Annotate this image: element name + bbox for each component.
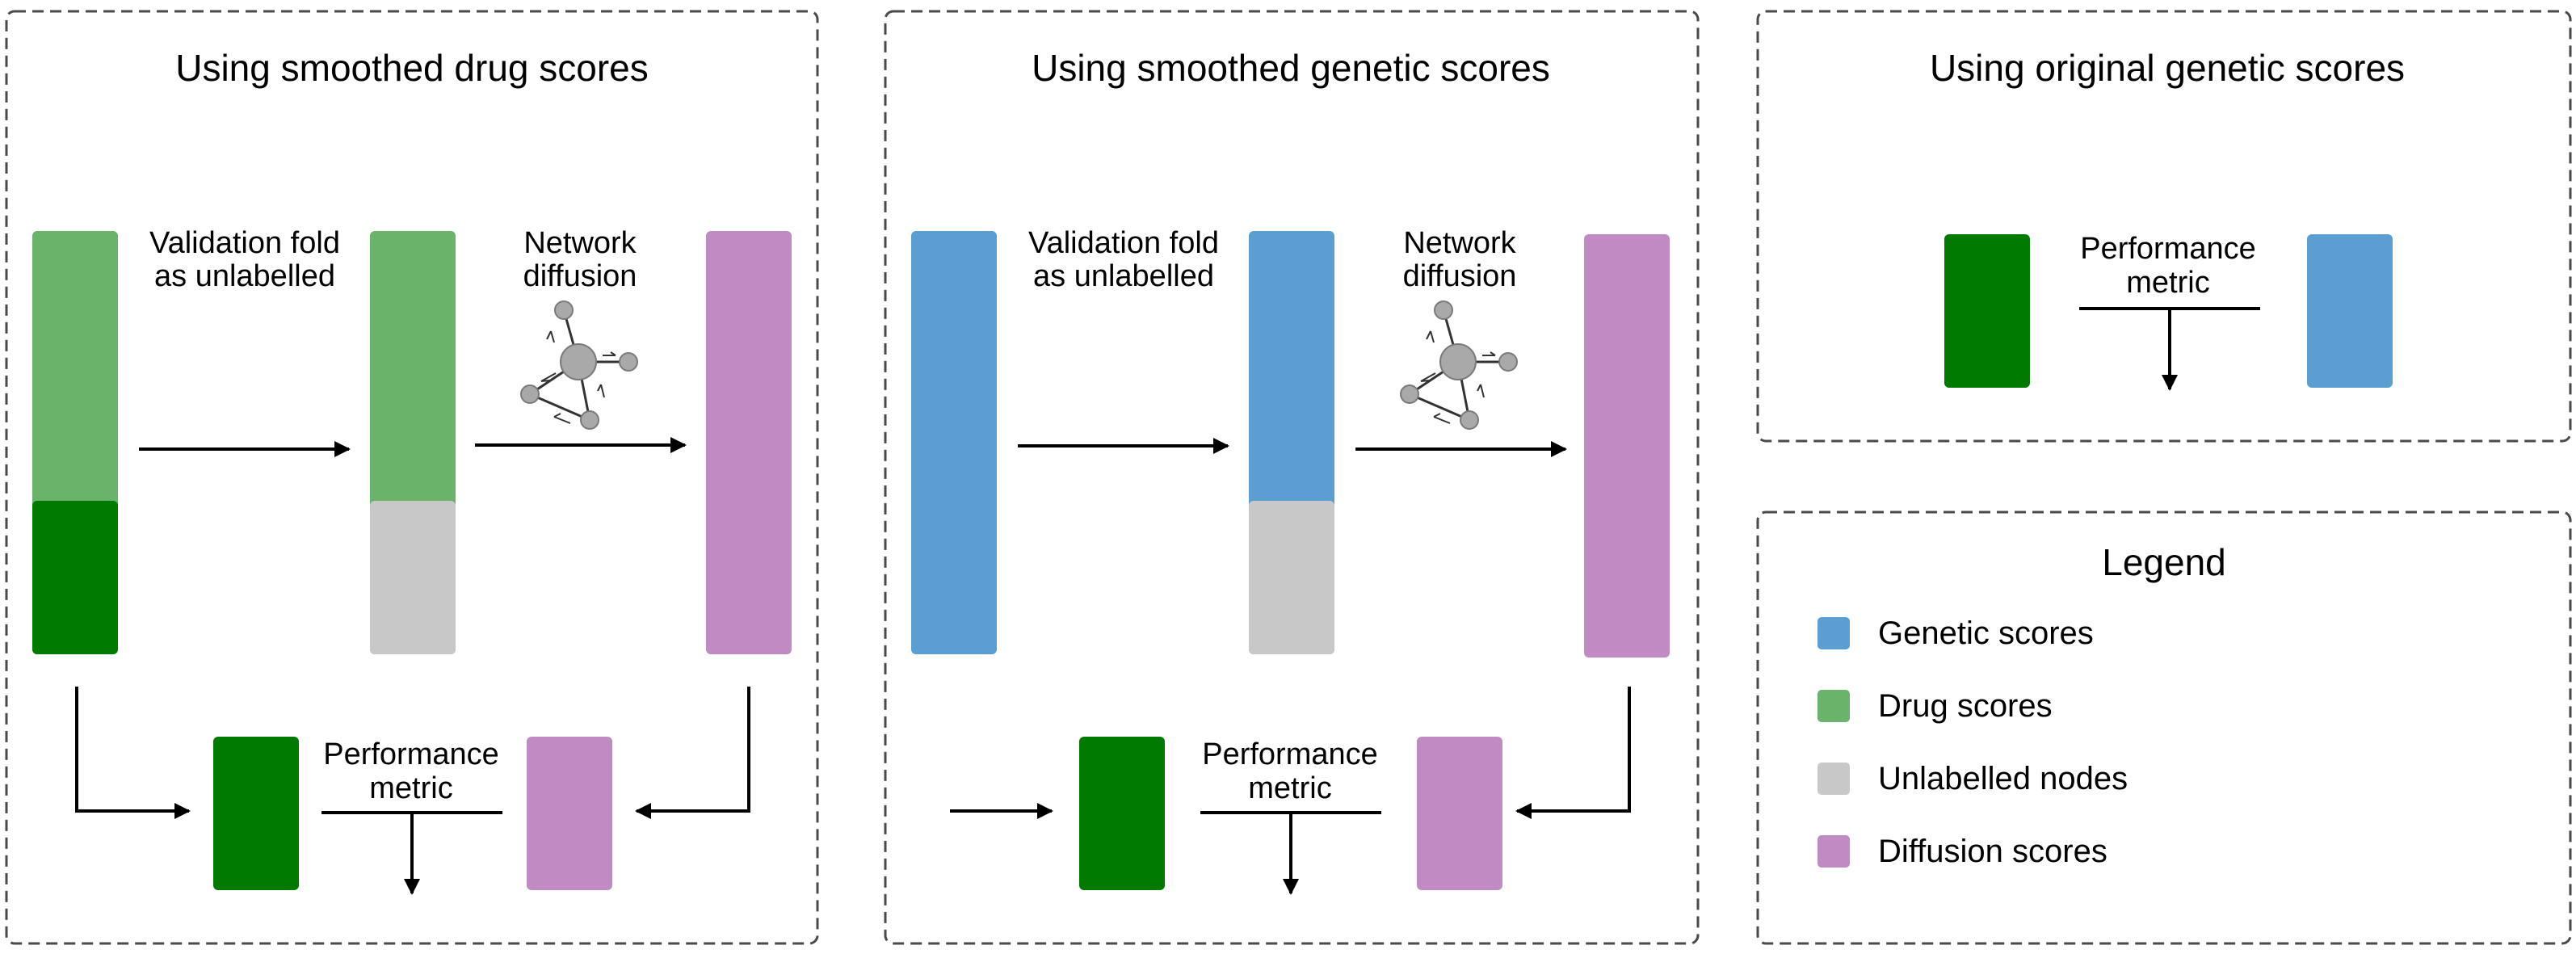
panel-original: Using original genetic scores Performanc… [1756, 10, 2572, 443]
panel-drug-frame [5, 10, 819, 945]
panel-drug-title: Using smoothed drug scores [175, 47, 649, 89]
genetic-diffusion-bar [1584, 234, 1670, 658]
legend-label-unlabelled: Unlabelled nodes [1878, 761, 2128, 796]
genetic-metric-line2: metric [1248, 771, 1331, 805]
drug-eval-arrow-right [635, 687, 750, 819]
panel-original-frame [1756, 10, 2572, 443]
drug-eval-pred-box [527, 737, 612, 890]
drug-metric-line1: Performance [323, 737, 499, 771]
legend-panel: Legend Genetic scores Drug scores Unlabe… [1756, 511, 2572, 945]
original-metric-line1: Performance [2080, 232, 2256, 266]
drug-metric-line2: metric [369, 771, 452, 805]
network-glyph-icon [519, 300, 639, 431]
drug-validation-fold [32, 501, 118, 654]
legend-swatch-drug [1817, 690, 1850, 722]
original-genetic-box [2307, 234, 2393, 388]
panel-genetic-title: Using smoothed genetic scores [1032, 47, 1550, 89]
legend-swatch-genetic [1817, 617, 1850, 649]
legend-frame [1756, 511, 2572, 945]
genetic-eval-arrow-right [1515, 687, 1631, 819]
drug-diffusion-bar [706, 231, 792, 654]
drug-unlabelled-part [370, 501, 456, 654]
genetic-step2-line1: Network [1403, 226, 1516, 260]
genetic-metric-line1: Performance [1202, 737, 1378, 771]
drug-step2-line2: diffusion [523, 259, 637, 293]
legend-label-drug: Drug scores [1878, 688, 2053, 724]
panel-drug: Using smoothed drug scores Validation fo… [5, 10, 819, 945]
original-true-box [1944, 234, 2030, 388]
genetic-eval-pred-box [1417, 737, 1502, 890]
legend-swatch-diffusion [1817, 835, 1850, 868]
panel-original-title: Using original genetic scores [1930, 47, 2405, 89]
network-glyph-icon [1399, 300, 1519, 431]
drug-eval-arrow-left [75, 687, 191, 819]
original-metric-line2: metric [2126, 266, 2209, 300]
legend-label-genetic: Genetic scores [1878, 616, 2094, 651]
drug-step1-line2: as unlabelled [154, 259, 335, 293]
drug-step1-line1: Validation fold [149, 226, 340, 260]
legend-label-diffusion: Diffusion scores [1878, 834, 2107, 869]
drug-eval-true-box [213, 737, 299, 890]
genetic-step2-line2: diffusion [1403, 259, 1517, 293]
panel-genetic: Using smoothed genetic scores Validation… [884, 10, 1700, 945]
drug-step2-line1: Network [523, 226, 637, 260]
genetic-unlabelled-part [1249, 501, 1334, 654]
genetic-eval-true-box [1079, 737, 1165, 890]
genetic-step1-line1: Validation fold [1028, 226, 1219, 260]
legend-title: Legend [2102, 541, 2226, 583]
legend-swatch-unlabelled [1817, 763, 1850, 795]
genetic-step1-line2: as unlabelled [1033, 259, 1214, 293]
genetic-input-bar [911, 231, 997, 654]
panel-genetic-frame [884, 10, 1700, 945]
